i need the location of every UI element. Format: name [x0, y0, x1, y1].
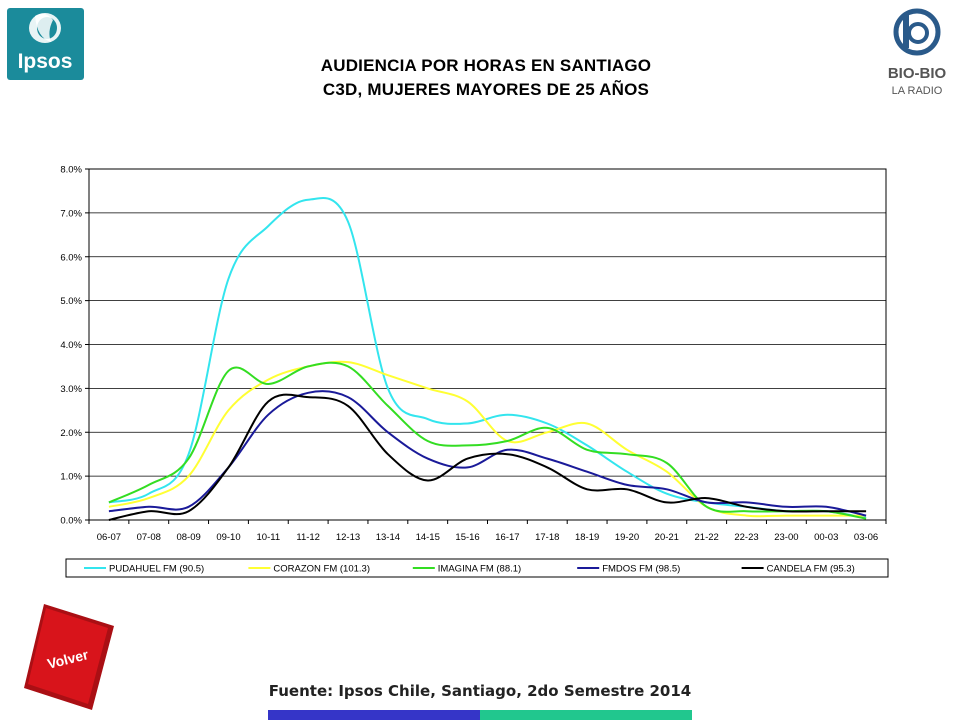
footer-bar-blue	[268, 710, 480, 720]
x-tick-label: 07-08	[137, 532, 161, 543]
x-tick-label: 11-12	[296, 532, 320, 543]
x-tick-label: 06-07	[97, 532, 121, 543]
x-tick-label: 10-11	[257, 532, 281, 543]
y-tick-label: 3.0%	[60, 384, 82, 395]
chart-lines	[108, 197, 867, 521]
biobio-logo-text: BIO-BIO	[888, 65, 947, 82]
biobio-logo-subtext: LA RADIO	[892, 85, 943, 97]
legend-box	[65, 558, 889, 578]
legend-label: CANDELA FM (95.3)	[767, 564, 855, 575]
series-line-5	[108, 393, 867, 521]
series-line-1	[108, 197, 867, 519]
x-tick-label: 22-23	[734, 532, 758, 543]
x-tick-label: 23-00	[774, 532, 798, 543]
x-tick-label: 09-10	[216, 532, 240, 543]
x-axis-ticks: 06-07 07-08 08-09 09-10 10-11 11-12 12-13 13-14…	[88, 520, 887, 543]
y-tick-label: 2.0%	[60, 428, 82, 439]
y-tick-label: 1.0%	[60, 472, 82, 483]
ipsos-logo-text: Ipsos	[18, 50, 73, 73]
x-tick-label: 21-22	[695, 532, 719, 543]
y-tick-label: 6.0%	[60, 252, 82, 263]
x-tick-label: 18-19	[575, 532, 599, 543]
y-tick-label: 4.0%	[60, 340, 82, 351]
y-tick-label: 7.0%	[60, 208, 82, 219]
audience-line-chart: 0.0% 1.0% 2.0% 3.0% 4.0% 5.0% 6.0% 7.0% 8.0% 06-…	[60, 165, 889, 578]
page-title-line2: C3D, MUJERES MAYORES DE 25 AÑOS	[322, 80, 650, 99]
x-tick-label: 17-18	[535, 532, 559, 543]
legend-label: IMAGINA FM (88.1)	[438, 564, 521, 575]
x-tick-label: 19-20	[615, 532, 639, 543]
x-tick-label: 08-09	[176, 532, 200, 543]
y-tick-label: 0.0%	[60, 516, 82, 527]
legend-label: CORAZON FM (101.3)	[273, 564, 370, 575]
legend-label: PUDAHUEL FM (90.5)	[109, 564, 204, 575]
ipsos-logo: Ipsos	[7, 8, 84, 80]
x-tick-label: 13-14	[376, 532, 400, 543]
x-tick-label: 15-16	[455, 532, 479, 543]
x-tick-label: 16-17	[495, 532, 519, 543]
chart-grid	[88, 168, 887, 521]
y-tick-label: 5.0%	[60, 296, 82, 307]
source-note: Fuente: Ipsos Chile, Santiago, 2do Semes…	[268, 682, 692, 700]
x-tick-label: 14-15	[416, 532, 440, 543]
page-title-line1: AUDIENCIA POR HORAS EN SANTIAGO	[320, 56, 652, 75]
y-tick-label: 8.0%	[60, 165, 82, 176]
series-line-3	[108, 361, 867, 520]
footer-bar-teal	[480, 710, 692, 720]
x-tick-label: 20-21	[655, 532, 679, 543]
chart-legend: PUDAHUEL FM (90.5) CORAZON FM (101.3) IMAG…	[65, 558, 889, 578]
y-axis-ticks: 0.0% 1.0% 2.0% 3.0% 4.0% 5.0% 6.0% 7.0% 8.0%	[60, 165, 89, 527]
volver-button[interactable]: Volver	[24, 604, 114, 710]
x-tick-label: 03-06	[854, 532, 878, 543]
x-tick-label: 12-13	[336, 532, 360, 543]
legend-label: FMDOS FM (98.5)	[602, 564, 680, 575]
x-tick-label: 00-03	[814, 532, 838, 543]
series-line-2	[108, 360, 867, 518]
biobio-logo: BIO-BIO LA RADIO	[888, 8, 947, 97]
